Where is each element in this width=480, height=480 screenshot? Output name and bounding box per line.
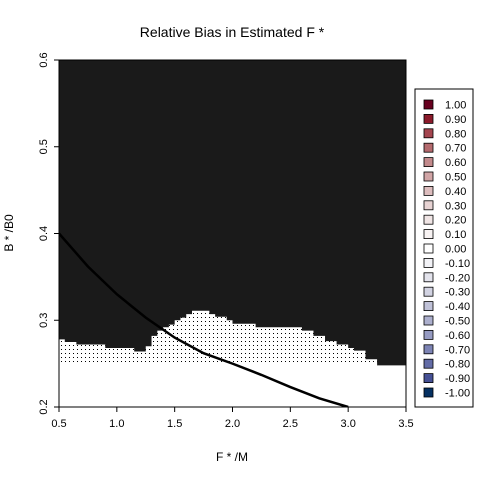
legend-swatch (423, 329, 434, 340)
legend-swatch (423, 301, 434, 312)
x-tick-label: 2.5 (283, 418, 298, 430)
y-axis: 0.2 0.3 0.4 0.5 0.6 (38, 52, 59, 415)
x-tick-label: 1.5 (167, 418, 182, 430)
legend-swatch (423, 114, 434, 124)
x-tick-label: 0.5 (51, 418, 66, 430)
legend-swatch (423, 142, 434, 153)
x-tick-label: 3.0 (341, 418, 356, 430)
legend-swatch (423, 358, 434, 369)
legend-label: 0.90 (445, 114, 466, 126)
chart-title: Relative Bias in Estimated F * (140, 24, 325, 40)
x-tick-label: 3.5 (398, 418, 413, 430)
y-axis-label: B * /B0 (2, 214, 16, 252)
legend-label: -0.90 (445, 373, 470, 385)
legend-label: -0.80 (445, 359, 470, 371)
y-tick-label: 0.5 (38, 139, 50, 154)
reference-curve (59, 232, 349, 407)
legend-swatch (423, 185, 434, 196)
legend-swatch (423, 243, 434, 254)
legend-label: 0.50 (445, 172, 466, 184)
x-tick-label: 1.0 (109, 418, 124, 430)
legend-label: 0.80 (445, 128, 466, 140)
legend-label: -1.00 (445, 388, 470, 400)
legend-swatch (423, 344, 434, 355)
legend-swatch (423, 214, 434, 225)
legend-swatch (423, 286, 434, 297)
legend-label: 1.00 (445, 100, 466, 112)
legend-swatch (423, 229, 434, 240)
x-tick-label: 2.0 (225, 418, 240, 430)
legend-label: 0.20 (445, 215, 466, 227)
legend-label: -0.60 (445, 330, 470, 342)
legend-swatch (423, 373, 434, 384)
legend-swatch (423, 387, 434, 398)
legend-label: -0.70 (445, 344, 470, 356)
plot-area (59, 60, 406, 407)
y-tick-label: 0.3 (38, 313, 50, 328)
legend-swatch (423, 128, 434, 139)
legend-swatch (423, 157, 434, 168)
y-tick-label: 0.6 (38, 52, 50, 67)
legend-label: -0.20 (445, 272, 470, 284)
y-tick-label: 0.4 (38, 226, 50, 241)
x-axis-label: F * /M (216, 450, 248, 464)
legend-swatch (423, 200, 434, 211)
legend: 1.00 0.90 0.80 0.70 0.60 0.50 0.40 0.30 0.20 0.10… (414, 88, 474, 408)
legend-label: 0.70 (445, 143, 466, 155)
legend-swatch (423, 99, 434, 110)
legend-swatch (423, 171, 434, 182)
legend-label: -0.10 (445, 258, 470, 270)
legend-label: 0.40 (445, 186, 466, 198)
x-axis: 0.5 1.0 1.5 2.0 2.5 3.0 3.5 (51, 407, 414, 430)
legend-label: 0.30 (445, 200, 466, 212)
white-region (59, 363, 406, 407)
legend-label: 0.00 (445, 244, 466, 256)
legend-label: 0.60 (445, 157, 466, 169)
legend-label: -0.40 (445, 301, 470, 313)
legend-label: 0.10 (445, 229, 466, 241)
y-tick-label: 0.2 (38, 399, 50, 414)
legend-label: -0.30 (445, 287, 470, 299)
legend-swatch (423, 315, 434, 326)
legend-swatch (423, 257, 434, 268)
legend-label: -0.50 (445, 316, 470, 328)
legend-swatch (423, 272, 434, 283)
